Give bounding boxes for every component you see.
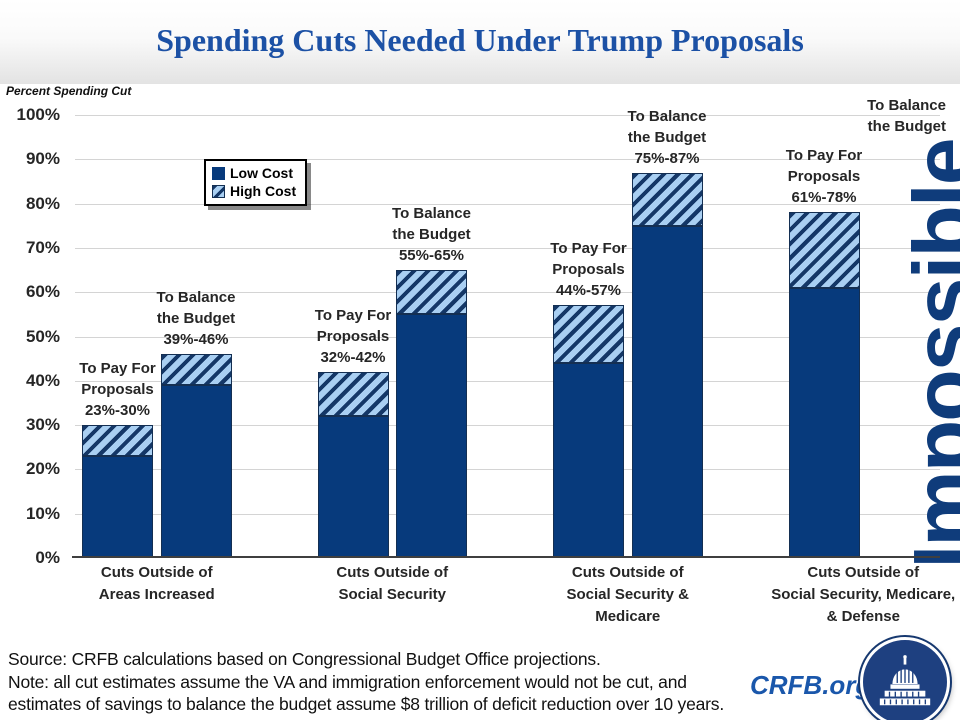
bar-annotation: To Pay For Proposals 32%-42% [314, 306, 392, 366]
y-tick-label: 10% [25, 503, 60, 523]
y-tick-label: 60% [25, 282, 60, 302]
legend-item-low-cost: Low Cost [212, 164, 296, 182]
bar-high-segment [160, 354, 232, 386]
category-label: Cuts Outside of Social Security, Medicare… [771, 564, 956, 625]
y-gridline [75, 469, 940, 471]
bar-low-segment [631, 225, 703, 558]
y-tick-label: 0% [35, 548, 60, 567]
bar-high-segment [82, 425, 153, 457]
source-line: Source: CRFB calculations based on Congr… [8, 649, 601, 669]
bar-annotation: To Balance the Budget [867, 97, 946, 135]
bar-low-segment [788, 287, 860, 558]
category-label: Cuts Outside of Social Security [336, 564, 449, 603]
y-tick-label: 80% [25, 193, 60, 213]
legend-item-high-cost: High Cost [212, 182, 296, 200]
note-line-2: estimates of savings to balance the budg… [8, 694, 725, 714]
y-gridline [75, 513, 940, 515]
y-gridline [75, 292, 940, 294]
bar-high-segment [396, 270, 467, 315]
bar-low-segment [160, 385, 232, 558]
legend-label: Low Cost [230, 165, 293, 181]
bar-high-segment [553, 305, 624, 364]
bar-annotation: To Balance the Budget 55%-65% [392, 205, 471, 265]
bar-annotation: To Pay For Proposals 44%-57% [550, 240, 627, 300]
category-label: Cuts Outside of Areas Increased [98, 564, 215, 603]
y-gridline [75, 380, 940, 382]
low-cost-swatch-icon [212, 166, 225, 180]
y-gridline [75, 203, 940, 205]
y-gridline [75, 425, 940, 427]
y-gridline [75, 159, 940, 161]
bar-high-segment [317, 371, 389, 417]
y-tick-label: 40% [25, 370, 60, 390]
bar-annotation: To Balance the Budget 39%-46% [156, 289, 236, 349]
category-label: Cuts Outside of Social Security & Medicare [566, 564, 690, 625]
y-tick-label: 30% [25, 415, 60, 435]
y-gridline [75, 115, 940, 116]
y-tick-label: 100% [16, 105, 60, 124]
bar-annotation: To Balance the Budget 75%-87% [627, 107, 707, 167]
y-tick-label: 50% [25, 326, 60, 346]
bar-low-segment [317, 416, 389, 558]
high-cost-swatch-icon [212, 184, 225, 198]
header-band [0, 0, 960, 84]
note-line-1: Note: all cut estimates assume the VA an… [8, 671, 687, 692]
chart-legend: Low Cost High Cost [204, 159, 308, 206]
source-note: Source: CRFB calculations based on Congr… [8, 648, 724, 716]
y-gridline [75, 247, 940, 249]
y-tick-label: 20% [25, 459, 60, 479]
y-gridline [75, 336, 940, 338]
y-tick-label: 90% [25, 149, 60, 169]
legend-label: High Cost [230, 183, 297, 199]
capitol-building-icon [879, 655, 931, 706]
bar-annotation: To Pay For Proposals 61%-78% [785, 147, 863, 207]
crfb-capitol-logo-icon [860, 637, 950, 720]
bar-low-segment [553, 363, 624, 558]
bar-low-segment [82, 456, 153, 558]
page-title: Spending Cuts Needed Under Trump Proposa… [156, 22, 804, 58]
y-axis-title: Percent Spending Cut [6, 84, 132, 98]
y-tick-label: 70% [25, 237, 60, 257]
bar-annotation: To Pay For Proposals 23%-30% [79, 360, 156, 420]
bar-low-segment [396, 314, 467, 558]
x-axis-line [72, 556, 940, 558]
impossible-label: Impossible [896, 139, 960, 569]
bar-high-segment [788, 212, 860, 288]
crfb-org-label: CRFB.org [750, 670, 872, 700]
bar-high-segment [631, 172, 703, 226]
